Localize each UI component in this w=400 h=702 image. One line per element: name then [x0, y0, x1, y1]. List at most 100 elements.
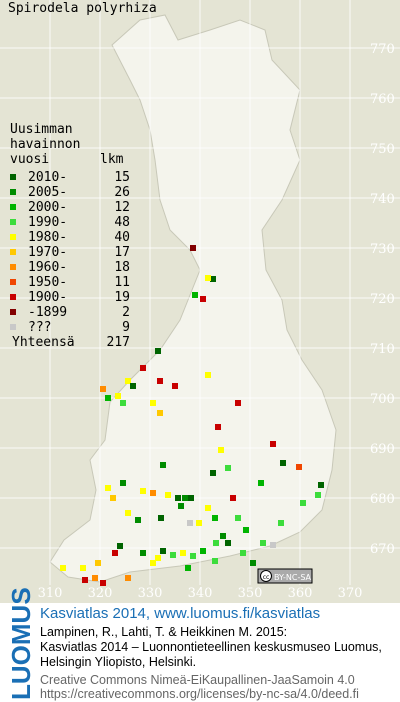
legend-count: 26 [114, 185, 130, 200]
grid-x-label: 370 [338, 586, 363, 601]
observation-square [130, 383, 136, 389]
observation-square [117, 543, 123, 549]
observation-square [140, 365, 146, 371]
observation-square [175, 495, 181, 501]
grid-y-label: 680 [370, 492, 395, 507]
grid-y-label: 740 [370, 192, 395, 207]
observation-square [230, 495, 236, 501]
observation-square [243, 527, 249, 533]
grid-y-label: 750 [370, 142, 395, 157]
observation-square [185, 565, 191, 571]
legend-count: 48 [114, 215, 130, 230]
observation-square [150, 560, 156, 566]
observation-square [100, 580, 106, 586]
observation-square [105, 395, 111, 401]
observation-square [278, 520, 284, 526]
legend-header: havainnon [10, 137, 80, 152]
legend-swatch [10, 279, 16, 285]
observation-square [100, 386, 106, 392]
legend-swatch [10, 219, 16, 225]
legend-count: 2 [122, 305, 130, 320]
legend-count: 11 [114, 275, 130, 290]
grid-x-label: 350 [238, 586, 263, 601]
grid-y-label: 720 [370, 292, 395, 307]
legend-label: 1900- [28, 290, 67, 305]
cc-license-text: BY-NC-SA [274, 573, 312, 582]
legend-count: 40 [114, 230, 130, 245]
observation-square [172, 383, 178, 389]
grid-x-label: 320 [88, 586, 113, 601]
observation-square [205, 275, 211, 281]
observation-square [160, 462, 166, 468]
legend-label: 2000- [28, 200, 67, 215]
observation-square [180, 550, 186, 556]
legend-label: -1899 [28, 305, 67, 320]
legend-swatch [10, 264, 16, 270]
legend-label: 1980- [28, 230, 67, 245]
observation-square [157, 410, 163, 416]
legend-label: 1960- [28, 260, 67, 275]
observation-square [150, 490, 156, 496]
observation-square [240, 550, 246, 556]
legend-count: 18 [114, 260, 130, 275]
legend-label: 1970- [28, 245, 67, 260]
observation-square [190, 245, 196, 251]
observation-square [205, 505, 211, 511]
observation-square [210, 470, 216, 476]
observation-square [158, 515, 164, 521]
legend-swatch [10, 204, 16, 210]
observation-square [105, 485, 111, 491]
observation-square [125, 378, 131, 384]
observation-square [215, 424, 221, 430]
legend-count: 19 [114, 290, 130, 305]
observation-square [115, 393, 121, 399]
observation-square [95, 560, 101, 566]
observation-square [82, 577, 88, 583]
observation-square [280, 460, 286, 466]
observation-square [205, 372, 211, 378]
observation-square [258, 480, 264, 486]
grid-y-label: 690 [370, 442, 395, 457]
grid-x-label: 360 [288, 586, 313, 601]
grid: 770 760 750 740 730 720 710 700 690 680 670 310 320 3… [0, 0, 400, 601]
grid-y-label: 710 [370, 342, 395, 357]
grid-x-label: 310 [38, 586, 63, 601]
observation-square [140, 550, 146, 556]
legend-swatch [10, 189, 16, 195]
cc-text: cc [263, 574, 270, 581]
legend-label: 1990- [28, 215, 67, 230]
grid-x-label: 330 [138, 586, 163, 601]
grid-y-label: 770 [370, 42, 395, 57]
observation-square [120, 400, 126, 406]
grid-x-label: 340 [188, 586, 213, 601]
observation-square [188, 495, 194, 501]
observation-square [190, 553, 196, 559]
observation-square [182, 495, 188, 501]
observation-square [270, 542, 276, 548]
observation-square [112, 550, 118, 556]
observation-square [218, 447, 224, 453]
grid-y-label: 730 [370, 242, 395, 257]
observation-square [125, 510, 131, 516]
observation-square [315, 492, 321, 498]
observation-square [155, 348, 161, 354]
citation-line: Lampinen, R., Lahti, T. & Heikkinen M. 2… [40, 625, 287, 639]
grid-y-label: 760 [370, 92, 395, 107]
observation-square [160, 548, 166, 554]
observation-square [187, 520, 193, 526]
observation-square [212, 515, 218, 521]
grid-y-label: 700 [370, 392, 395, 407]
legend-label: 2005- [28, 185, 67, 200]
legend-header: vuosi [10, 152, 49, 167]
legend-count: 15 [114, 170, 130, 185]
legend-swatch [10, 249, 16, 255]
legend-swatch [10, 294, 16, 300]
observation-square [250, 560, 256, 566]
observation-square [135, 517, 141, 523]
observation-square [165, 492, 171, 498]
legend-total-label: Yhteensä [12, 335, 75, 350]
legend-label: 1950- [28, 275, 67, 290]
observation-square [225, 465, 231, 471]
observation-square [235, 515, 241, 521]
